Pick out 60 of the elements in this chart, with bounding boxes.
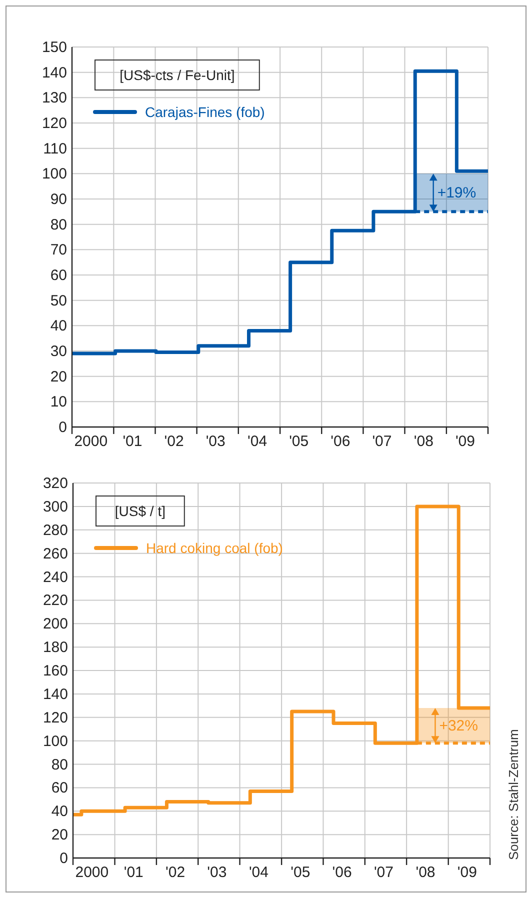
y-tick-label: 140 (42, 64, 67, 82)
x-tick-label: '05 (290, 864, 310, 881)
x-tick-label: '07 (372, 433, 392, 450)
x-tick-label: '04 (248, 433, 268, 450)
y-tick-label: 150 (42, 39, 67, 56)
x-tick-label: '06 (332, 864, 352, 881)
x-tick-label: '01 (124, 864, 144, 881)
y-tick-label: 80 (50, 216, 67, 234)
x-tick-label: '03 (207, 864, 227, 881)
y-tick-label: 80 (51, 756, 68, 774)
x-tick-label: '01 (122, 433, 142, 450)
y-tick-label: 120 (42, 709, 68, 726)
x-tick-label: '04 (248, 864, 269, 881)
x-tick-label: '02 (166, 864, 186, 881)
x-tick-label: '03 (206, 433, 226, 450)
y-tick-label: 0 (58, 419, 67, 436)
y-tick-label: 260 (42, 545, 68, 562)
y-tick-label: 160 (42, 662, 68, 680)
y-tick-label: 20 (51, 826, 68, 844)
annotation: +19% (437, 184, 476, 202)
y-tick-label: 90 (50, 191, 67, 208)
y-tick-label: 320 (42, 475, 68, 492)
y-tick-label: 0 (60, 850, 68, 867)
x-tick-label: '08 (416, 864, 436, 881)
x-tick-label: '07 (374, 864, 394, 881)
y-tick-label: 300 (42, 498, 68, 516)
x-tick-label: '09 (455, 433, 476, 450)
x-tick-label: '02 (164, 433, 184, 450)
y-tick-label: 280 (42, 522, 68, 539)
source-note: Source: Stahl-Zentrum (506, 729, 521, 860)
y-tick-label: 40 (51, 803, 68, 820)
y-axis-title: [US$ / t] (114, 503, 166, 519)
y-tick-label: 110 (43, 140, 67, 158)
annotation: +32% (439, 718, 478, 735)
x-tick-label: 2000 (75, 864, 109, 881)
x-tick-label: '06 (330, 433, 350, 450)
y-tick-label: 50 (50, 292, 67, 310)
y-tick-label: 20 (50, 368, 67, 386)
y-tick-label: 120 (42, 115, 67, 132)
y-tick-label: 60 (50, 267, 67, 284)
y-tick-label: 70 (50, 242, 67, 259)
x-tick-label: 2000 (74, 433, 108, 450)
y-tick-label: 40 (50, 318, 67, 335)
y-tick-label: 200 (42, 616, 68, 633)
x-tick-label: '09 (457, 864, 477, 881)
x-tick-label: '08 (414, 433, 434, 450)
y-tick-label: 180 (42, 639, 68, 656)
y-tick-label: 60 (51, 780, 68, 797)
legend-label: Hard coking coal (fob) (146, 540, 283, 556)
y-tick-label: 10 (50, 394, 67, 411)
y-tick-label: 100 (42, 166, 67, 183)
y-tick-label: 30 (50, 343, 67, 360)
y-tick-label: 220 (42, 592, 68, 610)
y-axis-title: [US$-cts / Fe-Unit] (120, 67, 235, 83)
legend-label: Carajas-Fines (fob) (145, 104, 265, 120)
x-tick-label: '05 (289, 433, 309, 450)
y-tick-label: 100 (42, 732, 68, 750)
y-tick-label: 130 (42, 90, 67, 107)
y-tick-label: 240 (42, 568, 68, 586)
y-tick-label: 140 (42, 686, 68, 703)
